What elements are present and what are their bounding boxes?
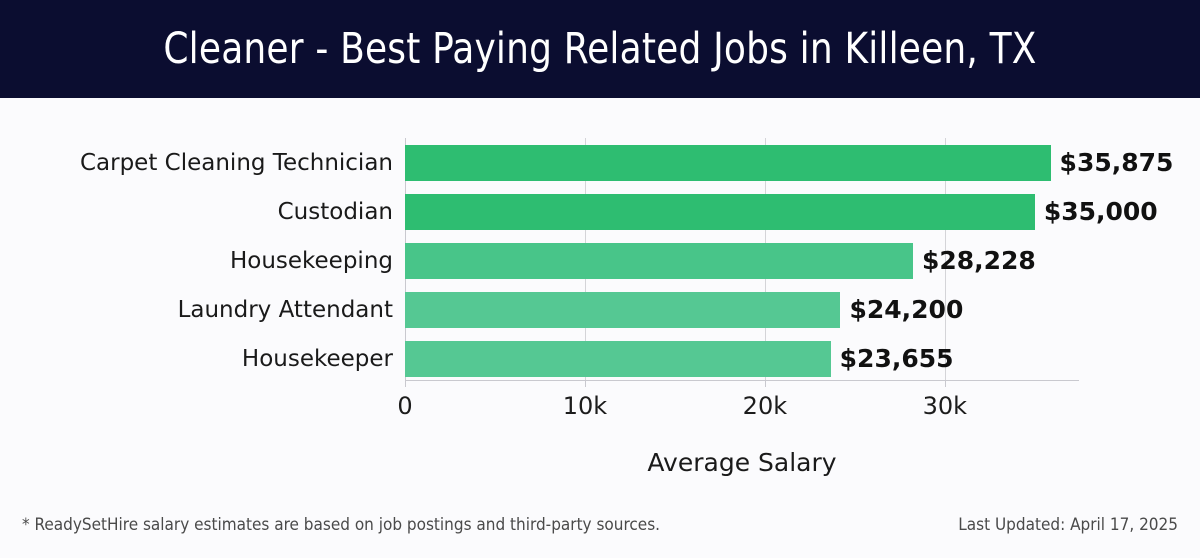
bar-row: Laundry Attendant $24,200 (178, 292, 1078, 328)
gridline (944, 138, 946, 380)
category-label: Carpet Cleaning Technician (79, 150, 393, 176)
x-axis-title: Average Salary (647, 448, 837, 477)
bar-row: Custodian $35,000 (278, 194, 1158, 230)
bar-value-label: $35,000 (1043, 197, 1158, 226)
category-label: Laundry Attendant (177, 297, 393, 323)
bar-value-label: $23,655 (839, 344, 954, 373)
footer-disclaimer: * ReadySetHire salary estimates are base… (22, 515, 661, 535)
x-tick-label: 10k (562, 392, 608, 420)
x-tick-mark (764, 381, 766, 387)
header-bar (0, 0, 1200, 98)
bar-value-label: $28,228 (921, 246, 1036, 275)
bar-value-label: $35,875 (1059, 148, 1174, 177)
bar[interactable] (405, 341, 831, 377)
x-tick-mark (584, 381, 586, 387)
x-tick-label: 0 (397, 392, 413, 420)
bar[interactable] (405, 292, 841, 328)
plot-area: Carpet Cleaning Technician $35,875 Custodi… (80, 138, 1173, 380)
x-tick-label: 30k (922, 392, 968, 420)
category-label: Custodian (277, 199, 393, 225)
bar-row: Housekeeper $23,655 (242, 341, 1078, 377)
category-label: Housekeeper (241, 346, 393, 372)
x-axis-line (405, 380, 1079, 381)
bar[interactable] (405, 243, 913, 279)
x-tick-label: 20k (742, 392, 788, 420)
page-title: Cleaner - Best Paying Related Jobs in Ki… (163, 24, 1037, 74)
bar[interactable] (405, 194, 1035, 230)
bar-value-label: $24,200 (849, 295, 964, 324)
bar[interactable] (405, 145, 1051, 181)
footer-last-updated: Last Updated: April 17, 2025 (958, 515, 1178, 535)
category-label: Housekeeping (229, 248, 393, 274)
bar-row: Housekeeping $28,228 (230, 243, 1078, 279)
bar-row: Carpet Cleaning Technician $35,875 (80, 145, 1173, 181)
x-tick-mark (405, 381, 406, 387)
x-tick-mark (944, 381, 946, 387)
